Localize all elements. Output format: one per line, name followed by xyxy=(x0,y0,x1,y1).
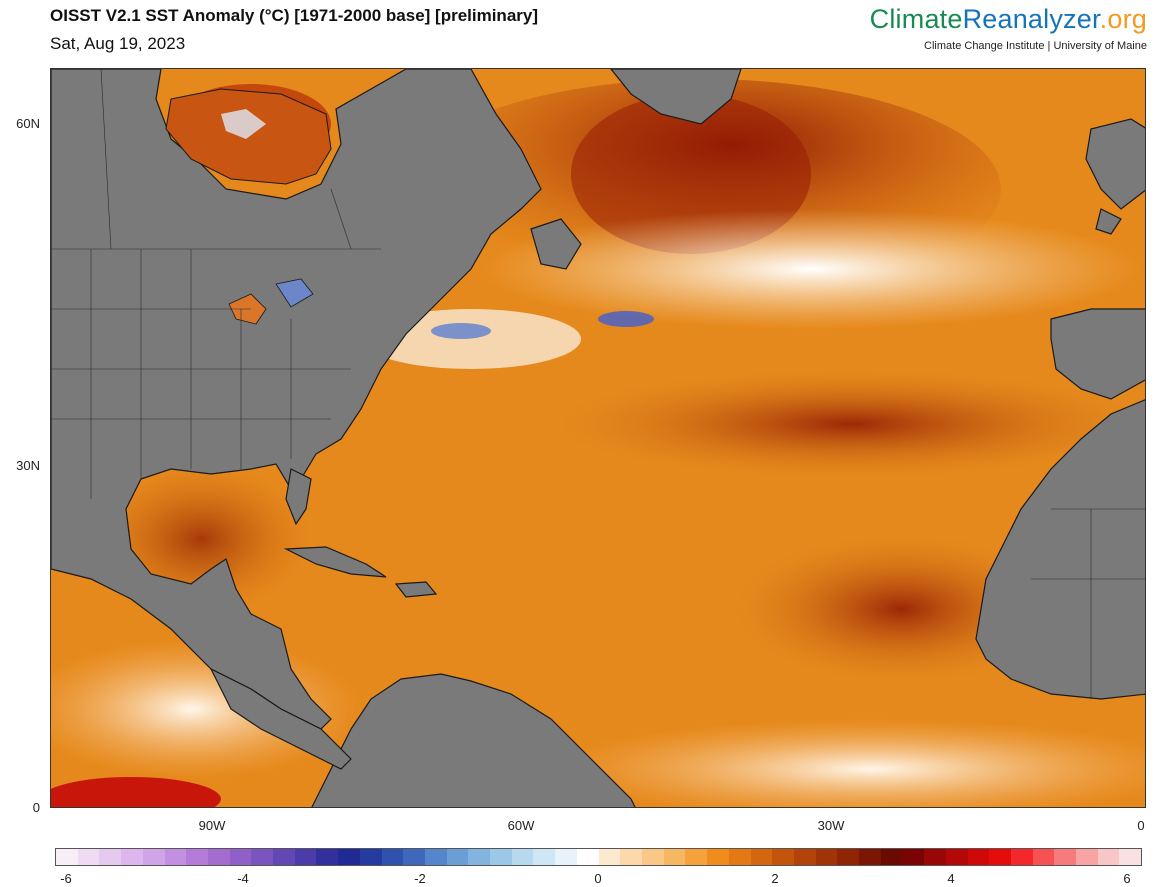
lon-label-0: 0 xyxy=(1137,818,1145,833)
colorbar-segment xyxy=(56,849,78,865)
colorbar-segment xyxy=(1054,849,1077,865)
colorbar-segment xyxy=(815,849,838,865)
colorbar-segment xyxy=(381,849,404,865)
colorbar-tick-2: 2 xyxy=(771,871,779,886)
colorbar-segment xyxy=(902,849,925,865)
colorbar-segment xyxy=(685,849,708,865)
colorbar-segment xyxy=(1097,849,1120,865)
colorbar-segment xyxy=(793,849,816,865)
iberia xyxy=(1050,308,1145,400)
colorbar-segment xyxy=(142,849,165,865)
colorbar-segment xyxy=(967,849,990,865)
colorbar-segment xyxy=(468,849,491,865)
cuba xyxy=(283,546,387,578)
lat-label-0: 0 xyxy=(32,800,40,815)
colorbar-tick-6: 6 xyxy=(1123,871,1131,886)
brand-subtitle: Climate Change Institute | University of… xyxy=(924,40,1147,52)
anomaly-blue-patch-2 xyxy=(598,311,654,327)
great-britain xyxy=(1085,118,1145,210)
colorbar-segment xyxy=(446,849,469,865)
hudson-bay-cool-patch xyxy=(221,109,266,139)
brand-logo[interactable]: ClimateReanalyzer.org xyxy=(870,4,1147,35)
colorbar-tick-neg6: -6 xyxy=(60,871,72,886)
lat-label-60n: 60N xyxy=(16,116,40,131)
colorbar-segment xyxy=(294,849,317,865)
map-date: Sat, Aug 19, 2023 xyxy=(50,34,186,53)
florida xyxy=(285,468,312,526)
hispaniola xyxy=(394,581,438,598)
land-masses xyxy=(51,69,1145,807)
brand-logo-part2: Reanalyzer xyxy=(962,4,1100,34)
colorbar-tick-neg2: -2 xyxy=(414,871,426,886)
colorbar-segment xyxy=(1119,849,1142,865)
ireland xyxy=(1095,208,1122,235)
colorbar-segment xyxy=(273,849,295,865)
map-title: OISST V2.1 SST Anomaly (°C) [1971-2000 b… xyxy=(50,6,539,25)
colorbar-segment xyxy=(598,849,621,865)
colorbar-tick-neg4: -4 xyxy=(237,871,249,886)
colorbar-segment xyxy=(750,849,773,865)
colorbar-segment xyxy=(728,849,751,865)
anomaly-pacific-red xyxy=(51,777,221,807)
south-america xyxy=(311,673,636,807)
colorbar-segment xyxy=(121,849,143,865)
newfoundland xyxy=(530,218,582,270)
colorbar-segment xyxy=(924,849,946,865)
colorbar-segment xyxy=(1076,849,1098,865)
anomaly-equatorial-pale xyxy=(551,719,1145,807)
colorbar-segment xyxy=(533,849,556,865)
colorbar-segment xyxy=(641,849,664,865)
colorbar-segment xyxy=(880,849,903,865)
colorbar-segment xyxy=(77,849,100,865)
anomaly-cool-band xyxy=(481,209,1141,329)
lon-label-90w: 90W xyxy=(198,818,226,833)
colorbar-segment xyxy=(772,849,794,865)
colorbar-segment xyxy=(424,849,447,865)
colorbar xyxy=(55,848,1142,866)
lon-label-30w: 30W xyxy=(817,818,845,833)
colorbar-segment xyxy=(989,849,1011,865)
colorbar-segment xyxy=(186,849,208,865)
map-canvas xyxy=(51,69,1145,807)
colorbar-segment xyxy=(576,849,599,865)
border-canada-1 xyxy=(100,69,112,250)
brand-logo-part3: .org xyxy=(1099,4,1147,34)
brand-logo-part1: Climate xyxy=(869,4,963,34)
anomaly-subtropical-hot xyxy=(551,369,1145,479)
colorbar-segment xyxy=(164,849,187,865)
colorbar-segment xyxy=(251,849,274,865)
political-borders xyxy=(51,69,1145,699)
central-america xyxy=(209,667,352,770)
colorbar-segment xyxy=(338,849,360,865)
colorbar-segment xyxy=(620,849,642,865)
colorbar-segment xyxy=(859,849,881,865)
colorbar-segment xyxy=(1010,849,1033,865)
border-canada-2 xyxy=(330,188,352,250)
colorbar-segment xyxy=(403,849,425,865)
colorbar-segment xyxy=(207,849,230,865)
colorbar-segment xyxy=(837,849,860,865)
colorbar-segment xyxy=(229,849,252,865)
colorbar-segment xyxy=(99,849,122,865)
sst-anomaly-map[interactable] xyxy=(50,68,1146,808)
colorbar-segment xyxy=(511,849,534,865)
colorbar-segment xyxy=(316,849,339,865)
lake-michigan xyxy=(275,278,314,308)
colorbar-segment xyxy=(663,849,686,865)
lat-label-30n: 30N xyxy=(16,458,40,473)
colorbar-segment xyxy=(490,849,512,865)
colorbar-segment xyxy=(555,849,577,865)
greenland xyxy=(610,69,742,125)
colorbar-segment xyxy=(707,849,729,865)
africa xyxy=(975,399,1145,700)
colorbar-tick-4: 4 xyxy=(947,871,955,886)
colorbar-tick-0: 0 xyxy=(594,871,602,886)
colorbar-segment xyxy=(359,849,382,865)
colorbar-segment xyxy=(1032,849,1055,865)
anomaly-blue-patch-1 xyxy=(431,323,491,339)
colorbar-segment xyxy=(945,849,968,865)
lon-label-60w: 60W xyxy=(507,818,535,833)
